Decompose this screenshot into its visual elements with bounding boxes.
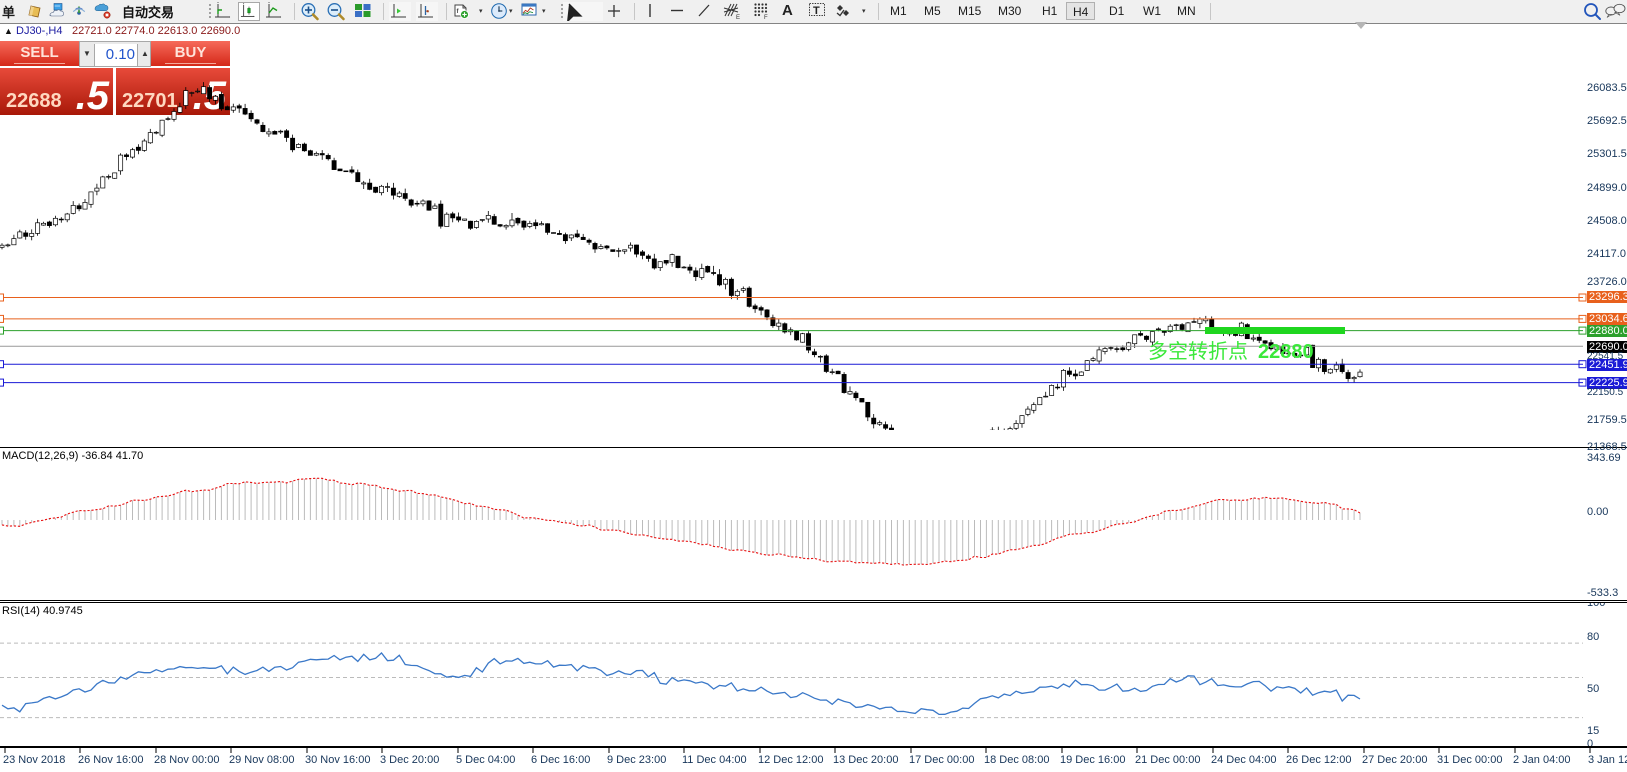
svg-text:22880: 22880 <box>1258 341 1314 363</box>
svg-text:多空转折点: 多空转折点 <box>1148 340 1248 363</box>
svg-text:单: 单 <box>2 5 15 20</box>
svg-text:E: E <box>736 15 740 21</box>
svg-text:F: F <box>764 15 768 21</box>
svg-text:T: T <box>813 5 820 17</box>
